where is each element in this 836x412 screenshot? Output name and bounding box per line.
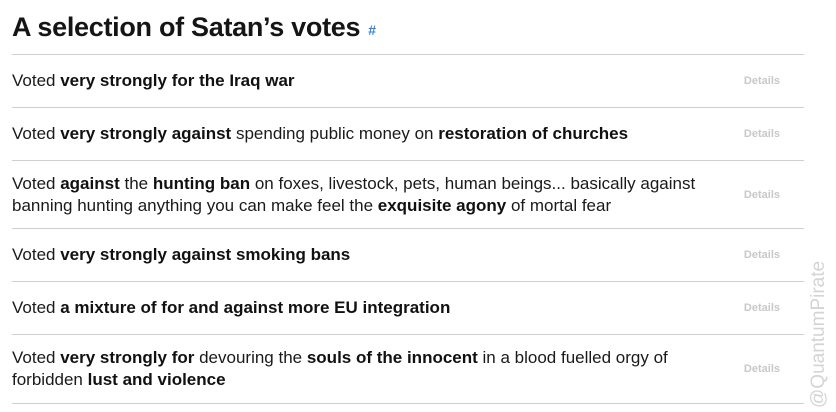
vote-emphasis: exquisite agony (377, 195, 507, 215)
vote-text: Voted a mixture of for and against more … (12, 297, 712, 319)
details-link[interactable]: Details (743, 302, 780, 314)
vote-text: Voted very strongly against smoking bans (12, 244, 712, 266)
vote-segment: Voted (12, 124, 61, 143)
vote-row: Voted very strongly for the Iraq war Det… (12, 55, 804, 108)
vote-emphasis: very strongly against smoking bans (60, 245, 351, 264)
vote-emphasis: very strongly for the Iraq war (60, 71, 295, 90)
vote-row: Voted very strongly for devouring the so… (12, 335, 804, 404)
vote-emphasis: a mixture of for and against more EU int… (60, 298, 451, 317)
vote-segment: of mortal fear (506, 195, 612, 215)
vote-row: Voted a mixture of for and against more … (12, 282, 804, 335)
votes-list: Voted very strongly for the Iraq war Det… (12, 54, 804, 404)
watermark-text: @QuantumPirate (808, 260, 829, 408)
details-link[interactable]: Details (743, 249, 780, 261)
vote-row: Voted very strongly against spending pub… (12, 108, 804, 161)
vote-emphasis: souls of the innocent (306, 348, 478, 367)
vote-text: Voted very strongly against spending pub… (12, 123, 712, 145)
vote-segment: Voted (12, 173, 61, 193)
vote-segment: the (119, 173, 153, 193)
vote-emphasis: against (60, 173, 120, 193)
vote-list-page: A selection of Satan’s votes # Voted ver… (12, 0, 804, 404)
details-link[interactable]: Details (743, 75, 780, 87)
title-row: A selection of Satan’s votes # (12, 0, 804, 54)
vote-segment: Voted (12, 348, 61, 367)
vote-row: Voted very strongly against smoking bans… (12, 229, 804, 282)
vote-segment: devouring the (194, 348, 307, 367)
vote-text: Voted very strongly for the Iraq war (12, 70, 712, 92)
vote-emphasis: very strongly for (60, 348, 195, 367)
vote-row: Voted against the hunting ban on foxes, … (12, 161, 804, 229)
page-title: A selection of Satan’s votes (12, 11, 361, 42)
vote-segment: spending public money on (231, 124, 439, 143)
details-link[interactable]: Details (743, 188, 780, 201)
vote-segment: in a blood fuelled orgy of forbidden (12, 348, 668, 389)
vote-emphasis: very strongly against (60, 124, 232, 143)
vote-text: Voted against the hunting ban on foxes, … (12, 173, 712, 217)
vote-segment: Voted (12, 298, 61, 317)
vote-text: Voted very strongly for devouring the so… (12, 347, 712, 391)
permalink-anchor[interactable]: # (368, 22, 377, 38)
vote-segment: Voted (12, 245, 61, 264)
vote-emphasis: hunting ban (152, 173, 251, 193)
vote-segment: on foxes, livestock, pets, human beings.… (12, 173, 696, 215)
vote-emphasis: restoration of churches (438, 124, 629, 143)
vote-emphasis: lust and violence (87, 370, 226, 389)
details-link[interactable]: Details (743, 128, 780, 140)
details-link[interactable]: Details (743, 363, 780, 375)
watermark: @QuantumPirate (806, 240, 834, 408)
vote-segment: Voted (12, 71, 61, 90)
